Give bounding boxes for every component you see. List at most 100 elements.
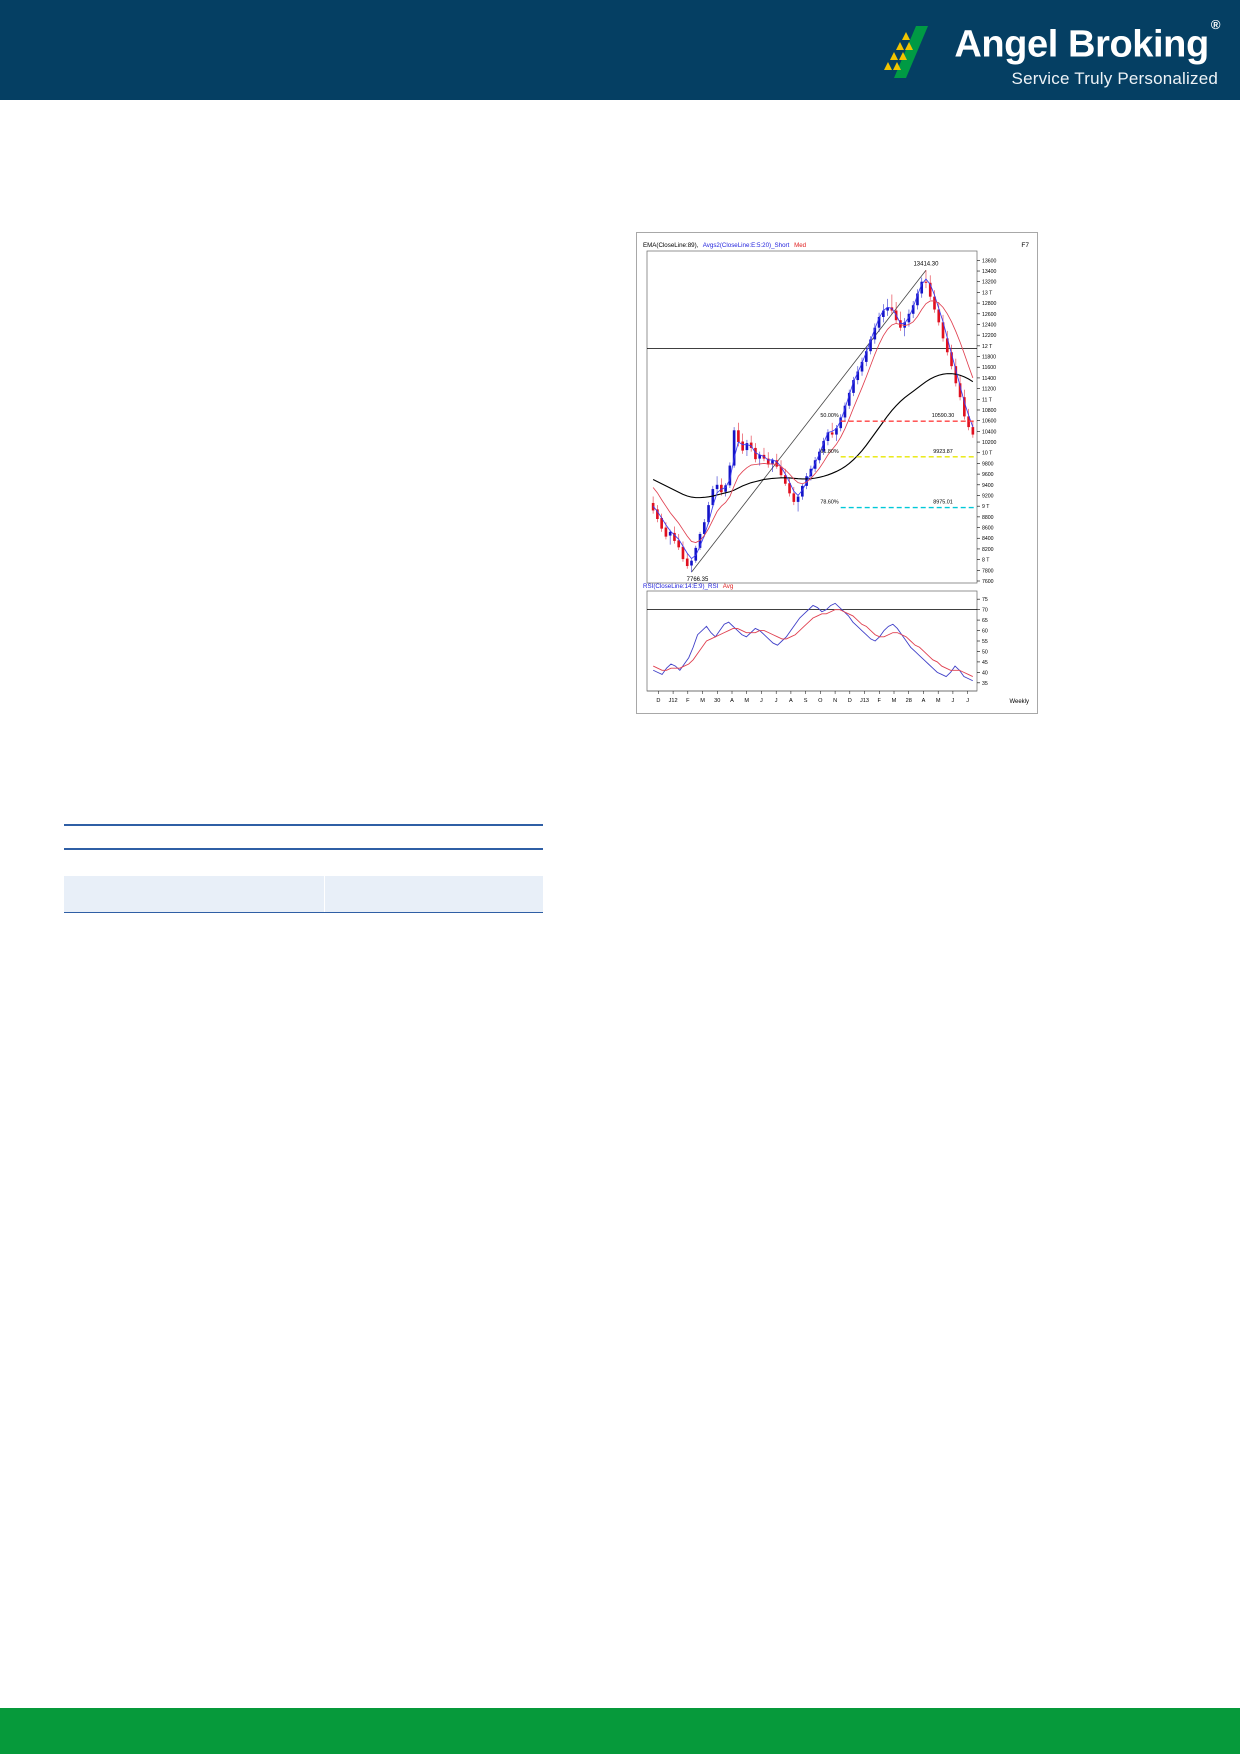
svg-text:11 T: 11 T <box>982 397 993 403</box>
svg-text:13 T: 13 T <box>982 290 993 296</box>
svg-text:50: 50 <box>982 649 988 655</box>
x-tick-label: J12 <box>669 698 678 704</box>
price-legend: EMA(CloseLine:89), Avgs2(CloseLine:E:5:2… <box>643 242 807 249</box>
svg-text:8600: 8600 <box>982 526 994 532</box>
svg-text:13400: 13400 <box>982 269 997 275</box>
fib-percent-label: 50.00% <box>820 413 838 419</box>
svg-text:45: 45 <box>982 660 988 666</box>
svg-text:11200: 11200 <box>982 387 996 393</box>
avg-med-line <box>652 300 974 543</box>
x-tick-label: D <box>848 698 852 704</box>
svg-text:8200: 8200 <box>982 547 994 553</box>
svg-text:10 T: 10 T <box>982 451 993 457</box>
svg-text:35: 35 <box>982 681 988 687</box>
x-tick-label: J <box>775 698 778 704</box>
rsi-avg-line <box>653 609 973 677</box>
x-tick-label: D <box>656 698 660 704</box>
timeframe-label: Weekly <box>1009 699 1029 705</box>
x-tick-label: 30 <box>714 698 720 704</box>
svg-text:60: 60 <box>982 629 988 635</box>
fib-value-label: 8975.01 <box>933 500 953 506</box>
svg-text:9600: 9600 <box>982 472 994 478</box>
x-tick-label: A <box>922 698 926 704</box>
x-tick-label: F <box>878 698 882 704</box>
data-table <box>64 824 543 913</box>
x-tick-label: 28 <box>906 698 912 704</box>
brand-logo: Angel Broking ® Service Truly Personalize… <box>876 17 1221 90</box>
x-tick-label: S <box>804 698 808 704</box>
page-footer <box>0 1708 1240 1754</box>
page-header: Angel Broking ® Service Truly Personalize… <box>0 0 1240 100</box>
fib-percent-label: 61.80% <box>820 449 838 455</box>
svg-text:75: 75 <box>982 597 988 603</box>
chart-corner-label: F7 <box>1021 242 1029 249</box>
price-panel-frame <box>646 250 978 584</box>
x-tick-label: O <box>818 698 823 704</box>
table-row <box>64 876 543 913</box>
svg-text:9800: 9800 <box>982 461 994 467</box>
x-tick-label: J <box>966 698 969 704</box>
svg-text:8800: 8800 <box>982 515 994 521</box>
registered-mark: ® <box>1210 17 1221 32</box>
svg-text:10400: 10400 <box>982 429 997 435</box>
fib-percent-label: 78.60% <box>820 500 838 506</box>
svg-text:65: 65 <box>982 618 988 624</box>
x-tick-label: M <box>744 698 749 704</box>
svg-text:10600: 10600 <box>982 419 997 425</box>
x-tick-label: A <box>730 698 734 704</box>
table-header-row <box>64 826 543 848</box>
x-tick-label: J13 <box>860 698 869 704</box>
svg-text:8 T: 8 T <box>982 558 990 564</box>
svg-text:12400: 12400 <box>982 322 997 328</box>
svg-text:7800: 7800 <box>982 568 994 574</box>
brand-tagline: Service Truly Personalized <box>1011 68 1218 88</box>
candlestick-series <box>651 270 975 573</box>
table-top-rule <box>64 824 543 826</box>
x-tick-label: M <box>892 698 897 704</box>
svg-text:11800: 11800 <box>982 355 996 361</box>
svg-text:9 T: 9 T <box>982 504 990 510</box>
svg-text:12600: 12600 <box>982 312 997 318</box>
svg-text:10200: 10200 <box>982 440 997 446</box>
angel-broking-logo-icon <box>876 24 940 80</box>
rsi-legend: RSI(CloseLine:14:E:9)_RSI Avg <box>643 583 734 590</box>
svg-text:55: 55 <box>982 639 988 645</box>
trough-price-label: 7766.35 <box>687 577 709 583</box>
table-cell-col1 <box>64 876 65 877</box>
peak-price-label: 13414.30 <box>913 261 939 267</box>
table-body-row <box>64 850 543 876</box>
x-tick-label: A <box>789 698 793 704</box>
technical-analysis-chart: F7 EMA(CloseLine:89), Avgs2(CloseLine:E:… <box>636 232 1038 714</box>
brand-name-text: Angel Broking <box>954 23 1209 66</box>
x-tick-label: F <box>686 698 690 704</box>
x-tick-label: J <box>760 698 763 704</box>
table-cell-col2 <box>64 876 65 877</box>
uptrend-line <box>691 270 927 573</box>
svg-text:12200: 12200 <box>982 333 997 339</box>
svg-text:13200: 13200 <box>982 280 997 286</box>
x-tick-label: M <box>700 698 705 704</box>
table-column-divider <box>324 876 325 912</box>
rsi-axis: 75 70 65 60 55 50 45 40 35 <box>977 597 988 687</box>
svg-text:9200: 9200 <box>982 493 994 499</box>
svg-text:11600: 11600 <box>982 365 996 371</box>
svg-text:10800: 10800 <box>982 408 997 414</box>
x-tick-label: N <box>833 698 837 704</box>
svg-text:9400: 9400 <box>982 483 994 489</box>
brand-name: Angel Broking ® <box>954 17 1221 66</box>
x-axis-labels: D J12 F M 30 A M J J A S O N D J13 F M 28 A M J J <box>656 691 969 704</box>
svg-text:13600: 13600 <box>982 258 997 264</box>
x-tick-label: J <box>952 698 955 704</box>
table-mid-rule <box>64 848 543 850</box>
fibonacci-levels: 50.00% 10590.30 61.80% 9923.87 78.60% 8975.01 <box>820 413 977 509</box>
svg-text:8400: 8400 <box>982 536 994 542</box>
chart-svg: F7 EMA(CloseLine:89), Avgs2(CloseLine:E:… <box>637 233 1035 711</box>
svg-text:7600: 7600 <box>982 579 994 585</box>
brand-text: Angel Broking ® Service Truly Personalize… <box>954 17 1221 90</box>
avg-short-line <box>652 278 974 560</box>
svg-text:12 T: 12 T <box>982 344 993 350</box>
svg-text:12800: 12800 <box>982 301 997 307</box>
svg-text:11400: 11400 <box>982 376 996 382</box>
x-tick-label: M <box>936 698 941 704</box>
ema89-line <box>652 373 974 499</box>
